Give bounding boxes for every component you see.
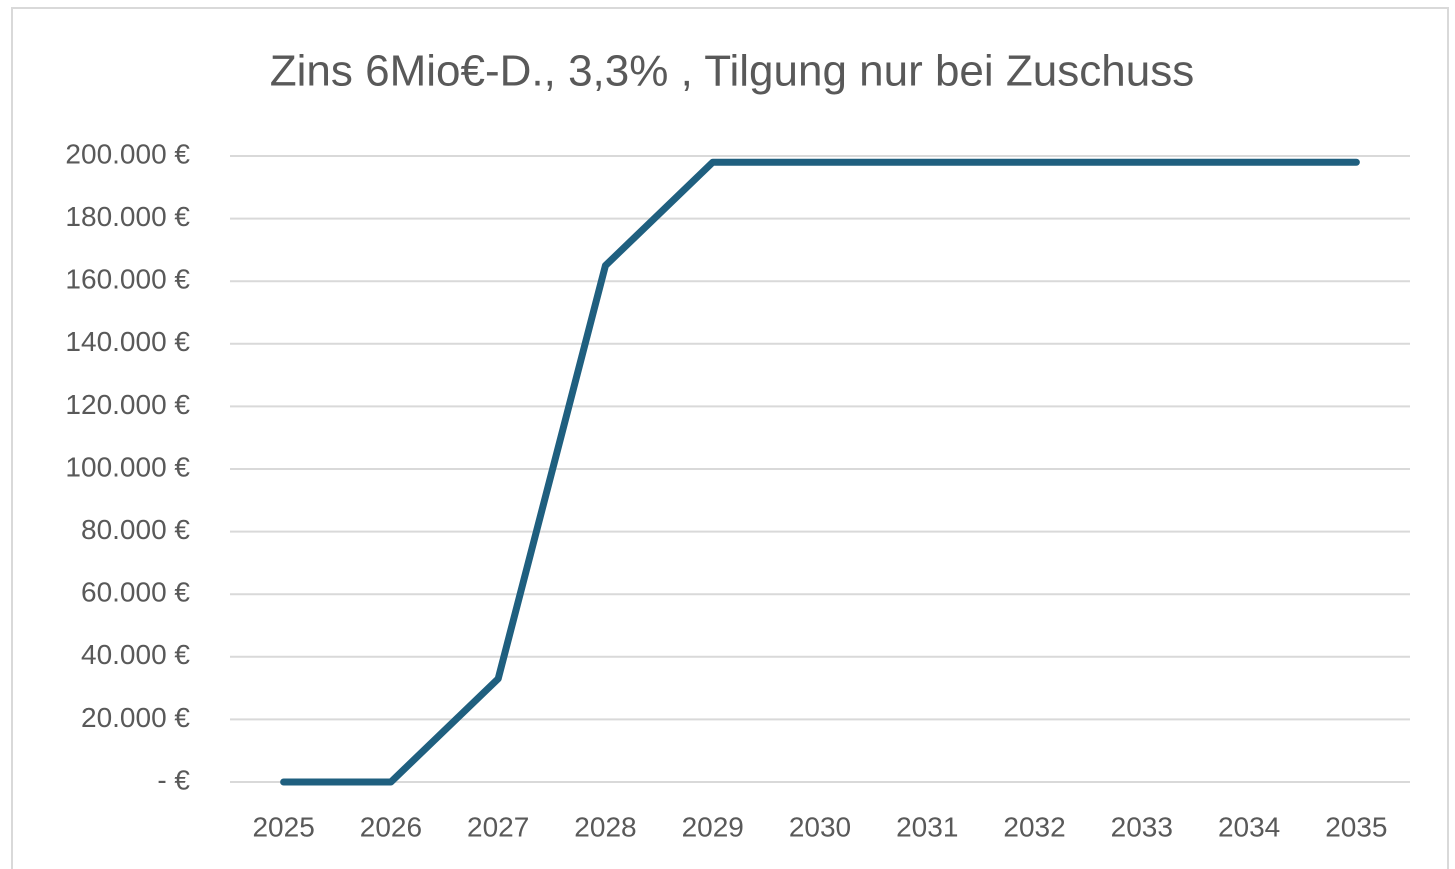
y-tick-label: 100.000 € <box>65 451 190 482</box>
y-tick-label: 120.000 € <box>65 389 190 420</box>
y-tick-label: 140.000 € <box>65 326 190 357</box>
y-tick-label: 160.000 € <box>65 264 190 295</box>
x-tick-label: 2033 <box>1111 811 1173 842</box>
chart-border <box>11 7 1449 869</box>
x-tick-label: 2027 <box>467 811 529 842</box>
chart-title: Zins 6Mio€-D., 3,3% , Tilgung nur bei Zu… <box>270 47 1194 96</box>
x-tick-label: 2034 <box>1218 811 1280 842</box>
x-tick-label: 2035 <box>1325 811 1387 842</box>
x-tick-label: 2030 <box>789 811 851 842</box>
x-tick-label: 2025 <box>252 811 314 842</box>
line-series <box>280 158 1360 786</box>
y-tick-label: 180.000 € <box>65 201 190 232</box>
x-tick-label: 2028 <box>574 811 636 842</box>
x-tick-label: 2031 <box>896 811 958 842</box>
x-tick-label: 2029 <box>682 811 744 842</box>
x-tick-label: 2032 <box>1003 811 1065 842</box>
y-tick-label: - € <box>157 764 190 795</box>
y-tick-label: 200.000 € <box>65 138 190 169</box>
y-tick-label: 20.000 € <box>81 702 190 733</box>
y-tick-label: 80.000 € <box>81 514 190 545</box>
y-tick-label: 60.000 € <box>81 577 190 608</box>
y-tick-label: 40.000 € <box>81 639 190 670</box>
x-tick-label: 2026 <box>360 811 422 842</box>
